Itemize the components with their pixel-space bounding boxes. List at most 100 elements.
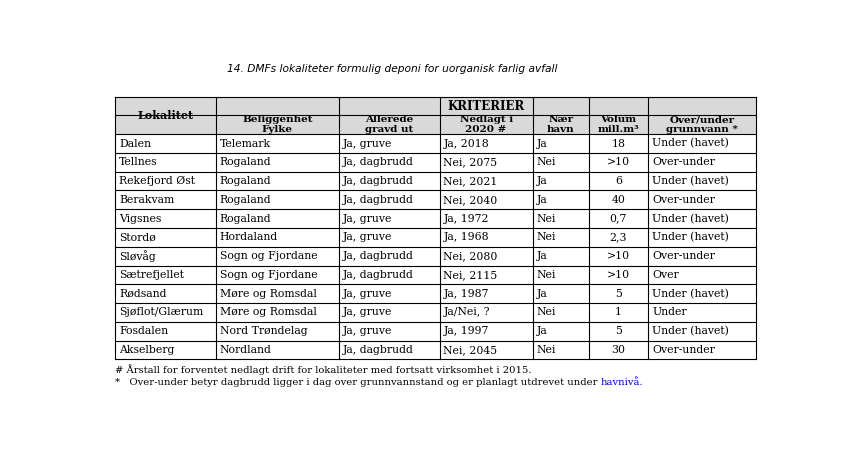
Text: Under (havet): Under (havet)	[652, 232, 729, 243]
Bar	[116, 322, 756, 341]
Text: Ja: Ja	[537, 326, 548, 336]
Text: Nei: Nei	[537, 157, 556, 167]
Text: Rekefjord Øst: Rekefjord Øst	[119, 176, 195, 186]
Text: Ja: Ja	[537, 195, 548, 205]
Text: Sætrefjellet: Sætrefjellet	[119, 270, 184, 280]
Text: Nei, 2075: Nei, 2075	[443, 157, 498, 167]
Text: Ja, gruve: Ja, gruve	[343, 308, 392, 318]
Bar	[116, 172, 756, 191]
Text: # Årstall for forventet nedlagt drift for lokaliteter med fortsatt virksomhet i : # Årstall for forventet nedlagt drift fo…	[116, 364, 532, 374]
Bar	[116, 209, 756, 228]
Text: Allerede
gravd ut: Allerede gravd ut	[365, 115, 414, 135]
Bar	[216, 116, 339, 134]
Bar	[440, 116, 533, 134]
Text: 5: 5	[615, 326, 622, 336]
Text: Stordø: Stordø	[119, 233, 156, 243]
Text: Over-under: Over-under	[652, 157, 715, 167]
Bar	[116, 134, 756, 153]
Text: Rogaland: Rogaland	[219, 157, 272, 167]
Bar	[116, 153, 756, 172]
Text: Nei: Nei	[537, 233, 556, 243]
Text: Sløvåg: Sløvåg	[119, 250, 156, 262]
Text: Nei, 2045: Nei, 2045	[443, 345, 498, 355]
Text: Ja, gruve: Ja, gruve	[343, 233, 392, 243]
Text: Ja, dagbrudd: Ja, dagbrudd	[343, 251, 414, 261]
Text: Dalen: Dalen	[119, 139, 151, 149]
Text: Rogaland: Rogaland	[219, 195, 272, 205]
Text: Ja, dagbrudd: Ja, dagbrudd	[343, 270, 414, 280]
Bar	[116, 284, 756, 303]
Bar	[533, 116, 588, 134]
Text: Nei, 2115: Nei, 2115	[443, 270, 498, 280]
Text: Over-under: Over-under	[652, 345, 715, 355]
Text: Over-under: Over-under	[652, 195, 715, 205]
Bar	[216, 96, 756, 116]
Text: Fosdalen: Fosdalen	[119, 326, 168, 336]
Text: Ja, 2018: Ja, 2018	[443, 139, 490, 149]
Bar	[116, 191, 756, 209]
Text: Volum
mill.m³: Volum mill.m³	[598, 115, 639, 135]
Text: Hordaland: Hordaland	[219, 233, 279, 243]
Text: Nordland: Nordland	[219, 345, 272, 355]
Text: Akselberg: Akselberg	[119, 345, 175, 355]
Text: Sogn og Fjordane: Sogn og Fjordane	[219, 270, 317, 280]
Bar	[116, 247, 756, 266]
Text: Under (havet): Under (havet)	[652, 138, 729, 149]
Text: Nær
havn: Nær havn	[547, 115, 575, 135]
Text: 40: 40	[612, 195, 625, 205]
Text: >10: >10	[607, 157, 630, 167]
Text: havnivå.: havnivå.	[601, 378, 644, 387]
Text: Nei, 2080: Nei, 2080	[443, 251, 498, 261]
Bar	[116, 96, 216, 134]
Text: Berakvam: Berakvam	[119, 195, 175, 205]
Text: Ja, dagbrudd: Ja, dagbrudd	[343, 176, 414, 186]
Text: 5: 5	[615, 289, 622, 299]
Text: Rødsand: Rødsand	[119, 289, 167, 299]
Text: Over/under
grunnvann *: Over/under grunnvann *	[667, 115, 738, 135]
Text: Møre og Romsdal: Møre og Romsdal	[219, 308, 316, 318]
Text: Lokalitet: Lokalitet	[138, 110, 193, 121]
Text: >10: >10	[607, 251, 630, 261]
Text: 1: 1	[615, 308, 622, 318]
Bar	[588, 116, 648, 134]
Bar	[337, 97, 341, 115]
Text: KRITERIER: KRITERIER	[447, 100, 525, 112]
Bar	[339, 116, 440, 134]
Text: Ja, 1997: Ja, 1997	[443, 326, 489, 336]
Text: Telemark: Telemark	[219, 139, 271, 149]
Text: Rogaland: Rogaland	[219, 214, 272, 224]
Text: Under (havet): Under (havet)	[652, 176, 729, 186]
Text: Ja, 1972: Ja, 1972	[443, 214, 489, 224]
Text: Nedlagt i
2020 #: Nedlagt i 2020 #	[460, 115, 512, 135]
Text: *   Over-under betyr dagbrudd ligger i dag over grunnvannstand og er planlagt ut: * Over-under betyr dagbrudd ligger i dag…	[116, 378, 601, 387]
Text: Nei: Nei	[537, 270, 556, 280]
Bar	[116, 341, 756, 359]
Text: Ja: Ja	[537, 251, 548, 261]
Text: Nei: Nei	[537, 214, 556, 224]
Bar	[648, 116, 756, 134]
Text: Vigsnes: Vigsnes	[119, 214, 161, 224]
Text: Nei, 2040: Nei, 2040	[443, 195, 498, 205]
Text: Ja, gruve: Ja, gruve	[343, 214, 392, 224]
Text: Under: Under	[652, 308, 687, 318]
Text: Ja, gruve: Ja, gruve	[343, 139, 392, 149]
Bar	[116, 228, 756, 247]
Bar	[531, 97, 535, 115]
Text: 6: 6	[615, 176, 622, 186]
Bar	[647, 97, 650, 115]
Bar	[116, 303, 756, 322]
Bar	[116, 266, 756, 284]
Text: Ja, gruve: Ja, gruve	[343, 326, 392, 336]
Text: Ja, gruve: Ja, gruve	[343, 289, 392, 299]
Text: 14. DMFs lokaliteter formulig deponi for uorganisk farlig avfall: 14. DMFs lokaliteter formulig deponi for…	[226, 64, 557, 74]
Bar	[587, 97, 591, 115]
Text: Under (havet): Under (havet)	[652, 326, 729, 336]
Text: Nei: Nei	[537, 345, 556, 355]
Text: Ja: Ja	[537, 289, 548, 299]
Text: 2,3: 2,3	[609, 233, 627, 243]
Text: Sjøflot/Glærum: Sjøflot/Glærum	[119, 308, 203, 318]
Text: Nord Trøndelag: Nord Trøndelag	[219, 326, 307, 336]
Text: Ja, dagbrudd: Ja, dagbrudd	[343, 195, 414, 205]
Text: Under (havet): Under (havet)	[652, 288, 729, 299]
Text: Ja, 1968: Ja, 1968	[443, 233, 489, 243]
